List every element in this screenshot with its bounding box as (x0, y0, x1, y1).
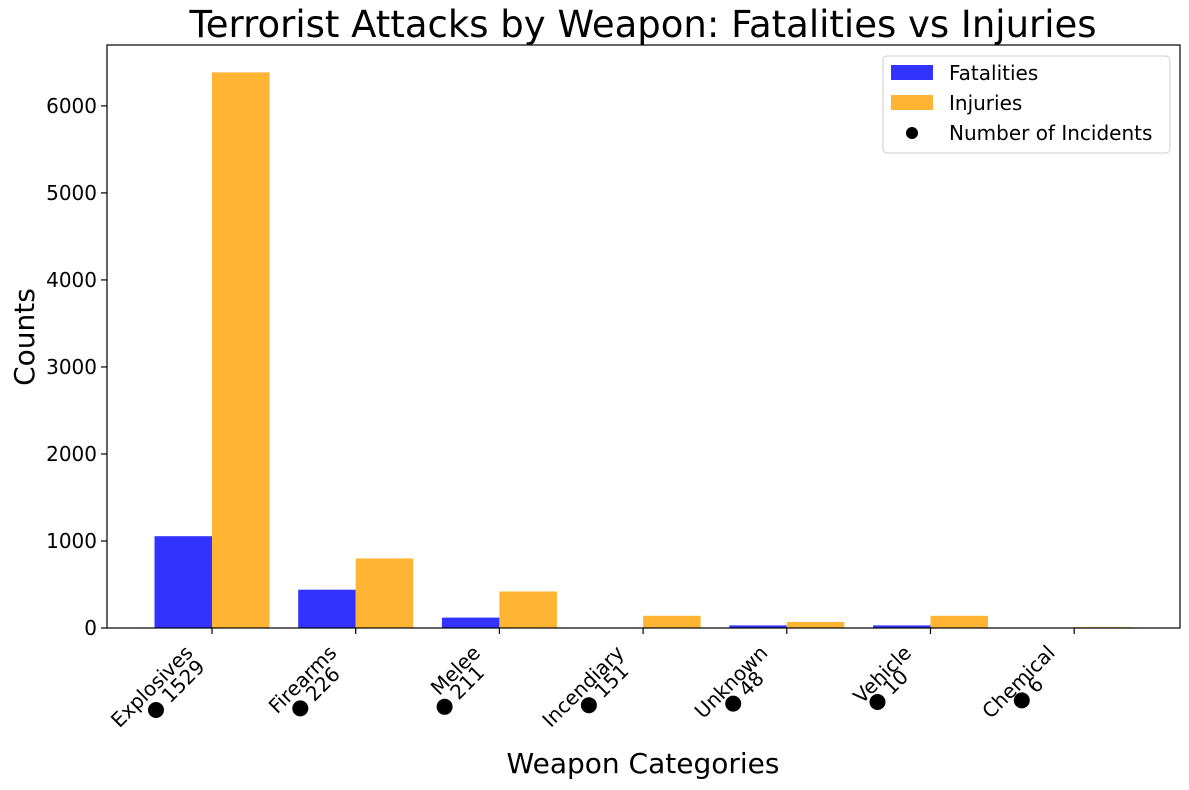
bar-injuries-vehicle (930, 615, 988, 628)
chart-title: Terrorist Attacks by Weapon: Fatalities … (188, 3, 1096, 46)
y-tick-label: 0 (84, 616, 97, 640)
bar-fatalities-vehicle (873, 625, 931, 628)
bar-injuries-firearms (355, 558, 414, 628)
y-tick-label: 3000 (46, 355, 97, 379)
incident-marker-firearms (292, 700, 309, 717)
y-tick-label: 6000 (46, 94, 97, 118)
incident-marker-unknown (725, 695, 742, 712)
incident-marker-incendiary (580, 697, 597, 714)
y-tick-label: 2000 (46, 442, 97, 466)
legend-swatch-fatalities (891, 65, 933, 80)
legend-swatch-injuries (891, 95, 933, 110)
incident-marker-vehicle (869, 694, 886, 710)
legend-label-injuries: Injuries (949, 91, 1022, 115)
incident-marker-melee (436, 698, 453, 715)
x-tick-label-chemical: Chemical (977, 641, 1060, 724)
bar-fatalities-explosives (154, 536, 212, 628)
bar-injuries-unknown (786, 621, 845, 628)
y-tick-label: 4000 (46, 268, 97, 292)
legend: Fatalities Injuries Number of Incidents (882, 55, 1171, 154)
bar-injuries-melee (499, 591, 557, 628)
bar-fatalities-firearms (298, 589, 356, 628)
legend-label-incidents: Number of Incidents (949, 121, 1152, 145)
y-tick-label: 5000 (46, 181, 97, 205)
x-axis-label: Weapon Categories (507, 747, 780, 780)
y-tick-label: 1000 (46, 529, 97, 553)
y-axis-label: Counts (8, 288, 41, 386)
bar-fatalities-melee (441, 617, 500, 628)
incident-marker-explosives (148, 702, 164, 718)
legend-label-fatalities: Fatalities (949, 61, 1038, 85)
bar-injuries-explosives (212, 72, 270, 628)
legend-swatch-incidents (906, 127, 918, 139)
bar-fatalities-unknown (729, 625, 787, 628)
bar-injuries-incendiary (643, 615, 701, 628)
incident-marker-chemical (1013, 692, 1030, 709)
bars-layer (154, 72, 1132, 628)
legend-box (882, 55, 1171, 154)
